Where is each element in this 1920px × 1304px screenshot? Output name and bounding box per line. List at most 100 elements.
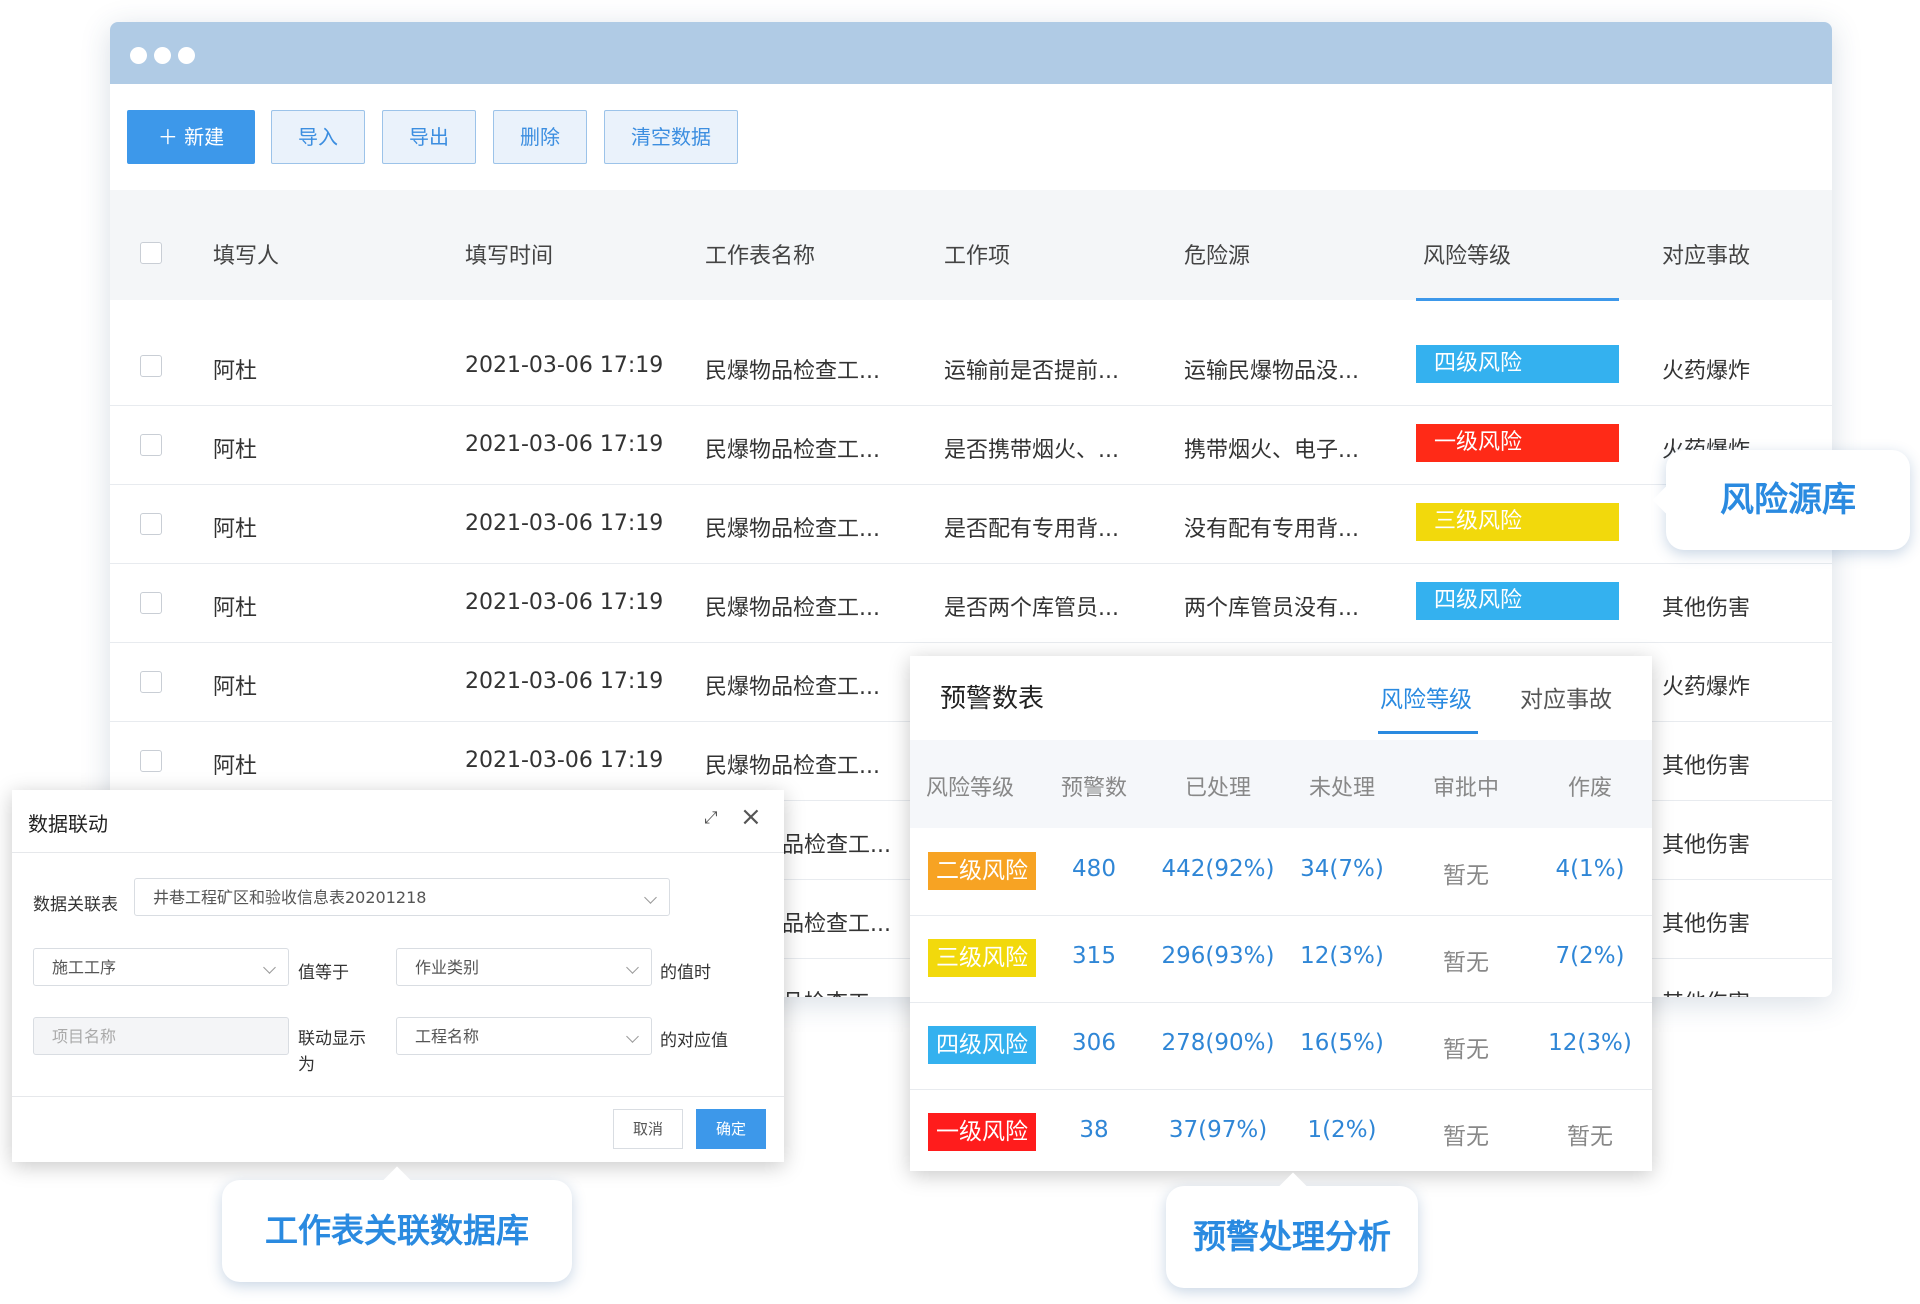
header-risk-level[interactable]: 风险等级 [1423, 244, 1512, 269]
row-checkbox[interactable] [140, 671, 162, 693]
warning-cell-count: 315 [1072, 943, 1116, 969]
select-all-checkbox[interactable] [140, 242, 162, 264]
ok-button[interactable]: 确定 [696, 1109, 766, 1149]
table-row[interactable]: 阿杜 2021-03-06 17:19 民爆物品检查工... 其他伤害 [110, 721, 1832, 801]
field-select-1[interactable]: 施工工序 [33, 948, 289, 986]
cell-time: 2021-03-06 17:19 [465, 669, 664, 694]
field-select-3[interactable]: 工程名称 [396, 1017, 652, 1055]
tab-risk-level[interactable]: 风险等级 [1380, 687, 1472, 713]
field-select-2-value: 作业类别 [415, 958, 480, 977]
clear-data-button[interactable]: 清空数据 [604, 110, 738, 164]
cell-sheet: 民爆物品检查工... [705, 438, 880, 463]
warning-cell-handled: 442(92%) [1161, 856, 1275, 882]
warning-row-divider [910, 1089, 1652, 1090]
callout-warning-analysis-text: 预警处理分析 [1193, 1217, 1391, 1256]
expand-icon[interactable]: ⤢ [704, 808, 718, 828]
table-row[interactable]: 阿杜 2021-03-06 17:19 民爆物品检查工... 运输前是否提前... 运输… [110, 326, 1832, 406]
warning-cell-approving: 暂无 [1443, 1124, 1489, 1150]
close-icon[interactable]: × [740, 802, 762, 832]
warning-stats-panel: 预警数表 风险等级 对应事故 风险等级 预警数 已处理 未处理 审批中 作废 二… [910, 656, 1652, 1171]
w-header-approving: 审批中 [1432, 776, 1499, 801]
field-select-1-value: 施工工序 [52, 958, 117, 977]
table-row[interactable]: 阿杜 2021-03-06 17:19 民爆物品检查工... 是否两个库管员... 两个… [110, 563, 1832, 643]
cell-accident: 火药爆炸 [1662, 675, 1751, 700]
chevron-down-icon [626, 1030, 639, 1043]
callout-tail [381, 1166, 413, 1198]
delete-button[interactable]: 删除 [493, 110, 587, 164]
cell-item: 运输前是否提前... [944, 359, 1119, 384]
cell-accident: 其他伤害 [1662, 912, 1751, 937]
dialog-title: 数据联动 [28, 812, 108, 836]
project-name-placeholder: 项目名称 [52, 1027, 117, 1046]
data-linkage-dialog: 数据联动 ⤢ × 数据关联表 井巷工程矿区和验收信息表20201218 施工工序… [12, 790, 784, 1162]
warning-cell-void: 7(2%) [1555, 943, 1625, 969]
table-row[interactable]: 阿杜 2021-03-06 17:19 民爆物品检查工... 是否配有专用背... 没有… [110, 484, 1832, 564]
window-control-dot[interactable] [154, 47, 171, 64]
warning-cell-count: 480 [1072, 856, 1116, 882]
warning-level-badge: 三级风险 [928, 939, 1036, 977]
row-checkbox[interactable] [140, 434, 162, 456]
table-row[interactable]: 品检查工... 其他伤害 [110, 958, 1832, 997]
cell-person: 阿杜 [213, 675, 258, 700]
row-checkbox[interactable] [140, 355, 162, 377]
field-select-2[interactable]: 作业类别 [396, 948, 652, 986]
cell-time: 2021-03-06 17:19 [465, 590, 664, 615]
source-table-select[interactable]: 井巷工程矿区和验收信息表20201218 [134, 878, 670, 916]
warning-cell-unhandled: 34(7%) [1300, 856, 1384, 882]
cell-time: 2021-03-06 17:19 [465, 432, 664, 457]
field-select-3-value: 工程名称 [415, 1027, 480, 1046]
risk-level-badge: 三级风险 [1416, 503, 1619, 541]
warning-cell-count: 38 [1079, 1117, 1109, 1143]
cancel-button[interactable]: 取消 [613, 1109, 683, 1149]
header-accident[interactable]: 对应事故 [1662, 244, 1751, 269]
cell-sheet: 品检查工... [782, 912, 891, 937]
cell-hazard: 运输民爆物品没... [1184, 359, 1359, 384]
row-checkbox[interactable] [140, 592, 162, 614]
cell-sheet: 民爆物品检查工... [705, 754, 880, 779]
window-control-dot[interactable] [178, 47, 195, 64]
cell-sheet: 品检查工... [782, 985, 891, 997]
cell-accident: 其他伤害 [1662, 754, 1751, 779]
window-control-dot[interactable] [130, 47, 147, 64]
new-button[interactable]: ＋ 新建 [127, 110, 255, 164]
cell-item: 是否配有专用背... [944, 517, 1119, 542]
cell-sheet: 品检查工... [782, 833, 891, 858]
header-sheet[interactable]: 工作表名称 [705, 244, 816, 269]
header-item[interactable]: 工作项 [944, 244, 1011, 269]
header-time[interactable]: 填写时间 [465, 244, 554, 269]
row-checkbox[interactable] [140, 750, 162, 772]
row-checkbox[interactable] [140, 513, 162, 535]
callout-tail [1277, 1172, 1309, 1204]
warning-table-header: 风险等级 预警数 已处理 未处理 审批中 作废 [910, 740, 1652, 828]
chevron-down-icon [644, 891, 657, 904]
warning-cell-approving: 暂无 [1443, 863, 1489, 889]
export-button[interactable]: 导出 [382, 110, 476, 164]
cell-sheet: 民爆物品检查工... [705, 596, 880, 621]
project-name-input[interactable]: 项目名称 [33, 1017, 289, 1055]
callout-risk-source-text: 风险源库 [1720, 480, 1856, 520]
cell-accident: 其他伤害 [1662, 596, 1751, 621]
w-header-count: 预警数 [1060, 776, 1127, 801]
cell-time: 2021-03-06 17:19 [465, 353, 664, 378]
warning-cell-unhandled: 1(2%) [1307, 1117, 1377, 1143]
warning-cell-void: 4(1%) [1555, 856, 1625, 882]
cell-person: 阿杜 [213, 517, 258, 542]
header-hazard[interactable]: 危险源 [1184, 244, 1251, 269]
warning-cell-void: 12(3%) [1548, 1030, 1632, 1056]
warning-cell-approving: 暂无 [1443, 1037, 1489, 1063]
header-person[interactable]: 填写人 [213, 244, 280, 269]
cell-hazard: 携带烟火、电子... [1184, 438, 1359, 463]
import-button[interactable]: 导入 [271, 110, 365, 164]
link-display-label: 联动显示为 [298, 1029, 366, 1075]
warning-cell-count: 306 [1072, 1030, 1116, 1056]
table-header: 填写人 填写时间 工作表名称 工作项 危险源 风险等级 对应事故 [110, 190, 1832, 301]
w-header-level: 风险等级 [925, 776, 1014, 801]
cell-accident: 其他伤害 [1662, 985, 1750, 997]
risk-level-badge: 四级风险 [1416, 582, 1619, 620]
warning-row-divider [910, 915, 1652, 916]
cell-sheet: 民爆物品检查工... [705, 517, 880, 542]
warning-cell-handled: 296(93%) [1161, 943, 1275, 969]
table-row[interactable]: 阿杜 2021-03-06 17:19 民爆物品检查工... 是否携带烟火、... 携带… [110, 405, 1832, 485]
active-sort-underline [1416, 298, 1619, 301]
tab-accident[interactable]: 对应事故 [1520, 687, 1612, 713]
